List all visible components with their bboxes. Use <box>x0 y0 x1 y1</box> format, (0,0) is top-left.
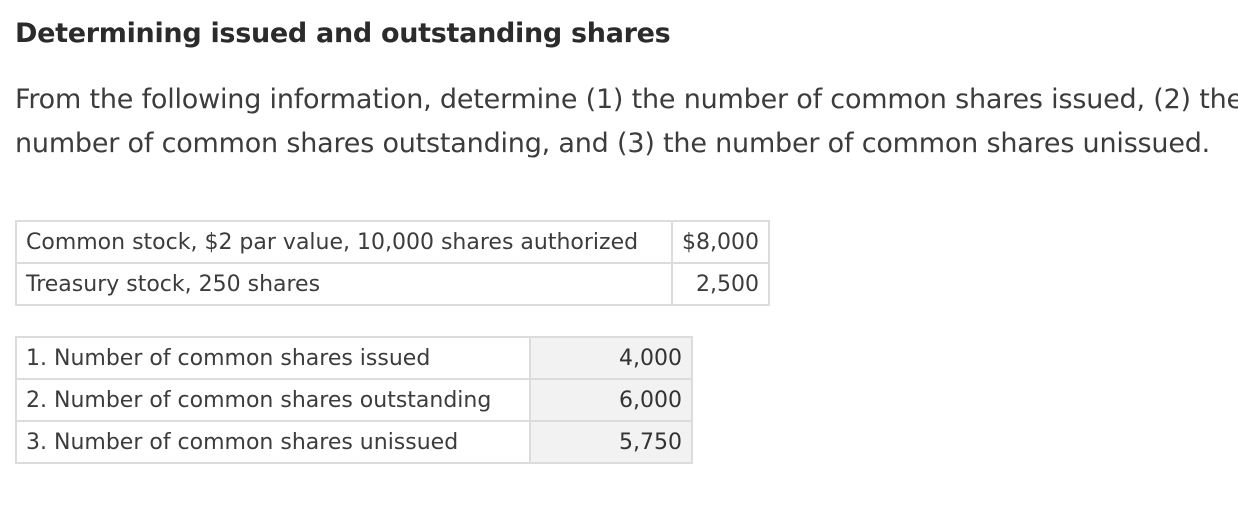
given-row-label: Treasury stock, 250 shares <box>15 262 673 306</box>
given-row-label: Common stock, $2 par value, 10,000 share… <box>15 220 673 264</box>
given-row-amount: 2,500 <box>671 262 770 306</box>
page-title: Determining issued and outstanding share… <box>15 18 671 49</box>
given-row-amount: $8,000 <box>671 220 770 264</box>
table-row: 2. Number of common shares outstanding 6… <box>15 378 693 422</box>
shares-issued-answer-field[interactable]: 4,000 <box>529 336 693 380</box>
answer-row-label: 3. Number of common shares unissued <box>15 420 531 464</box>
problem-instructions: From the following information, determin… <box>15 84 1238 159</box>
table-row: 1. Number of common shares issued 4,000 <box>15 336 693 380</box>
answer-table: 1. Number of common shares issued 4,000 … <box>15 336 693 464</box>
answer-row-label: 2. Number of common shares outstanding <box>15 378 531 422</box>
table-row: 3. Number of common shares unissued 5,75… <box>15 420 693 464</box>
table-row: Treasury stock, 250 shares 2,500 <box>15 262 770 306</box>
table-row: Common stock, $2 par value, 10,000 share… <box>15 220 770 264</box>
given-information-table: Common stock, $2 par value, 10,000 share… <box>15 220 770 306</box>
answer-row-label: 1. Number of common shares issued <box>15 336 531 380</box>
shares-outstanding-answer-field[interactable]: 6,000 <box>529 378 693 422</box>
shares-unissued-answer-field[interactable]: 5,750 <box>529 420 693 464</box>
